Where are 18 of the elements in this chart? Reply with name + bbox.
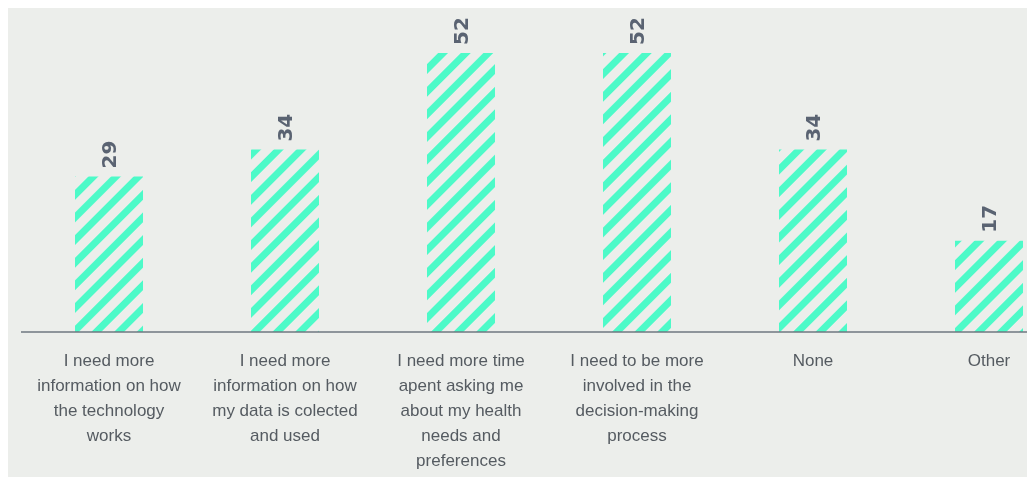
x-tick-label: I need more information on how the technology works (37, 351, 182, 446)
bar (955, 240, 1023, 332)
data-label: 29 (97, 140, 121, 169)
data-label: 52 (625, 17, 649, 45)
bar (75, 176, 143, 332)
data-label: 52 (449, 17, 473, 45)
data-label: 34 (273, 113, 297, 142)
x-tick-label: I need more time apent asking me about my health needs and preferences (397, 351, 525, 471)
x-tick-label: Other (967, 351, 1011, 371)
bar (779, 149, 847, 332)
bar (427, 53, 495, 332)
data-label: 17 (977, 204, 1001, 233)
x-tick-label: I need to be more involved in the decision-making process (570, 351, 704, 446)
data-label: 34 (801, 113, 825, 142)
bar (603, 53, 671, 332)
bar (251, 149, 319, 332)
x-tick-label: I need more information on how my data is colected and used (212, 351, 358, 446)
x-tick-label: None (792, 351, 834, 371)
